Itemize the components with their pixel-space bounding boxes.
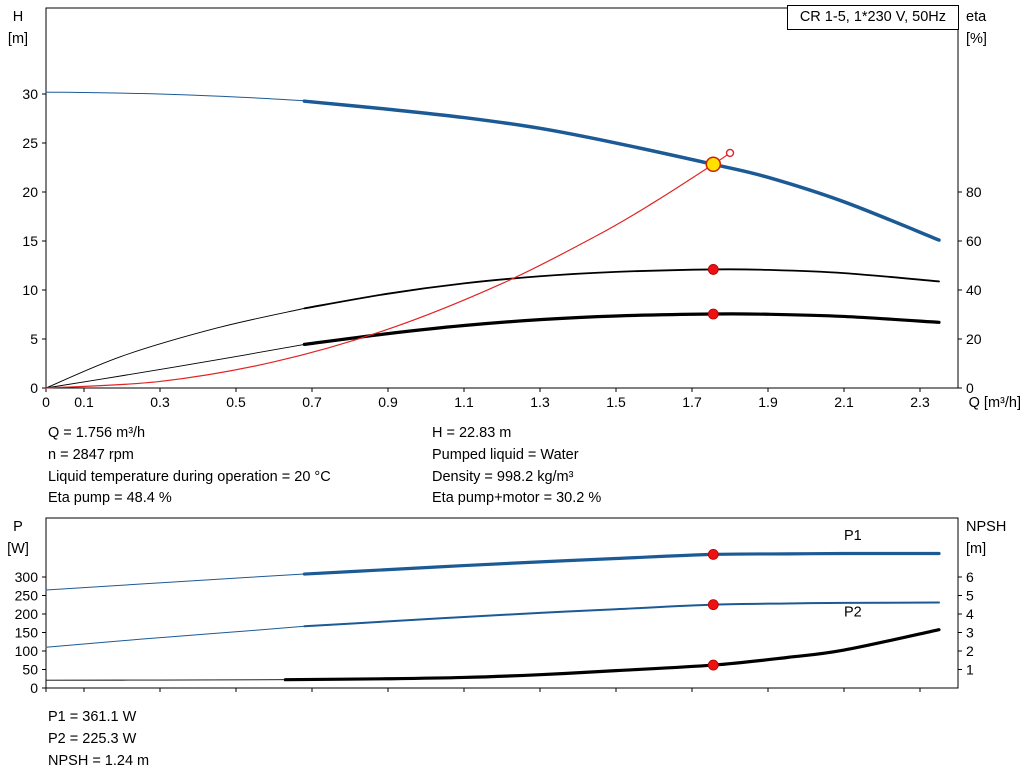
p2-curve-extension <box>45 625 305 648</box>
x-tick-label: 0.5 <box>226 394 246 410</box>
readout-line-density: Density = 998.2 kg/m³ <box>432 468 574 485</box>
y-right-tick-label: 60 <box>966 233 982 249</box>
x-tick-label: 0 <box>42 394 50 410</box>
y-left-axis-title: H <box>13 9 23 25</box>
eta-pump-motor-curve-extension <box>45 343 305 389</box>
duty-point-p2 <box>707 599 719 611</box>
y-right-tick-label: 2 <box>966 643 974 659</box>
qh-eta-chart-frame <box>45 7 959 389</box>
y-right-axis-title: eta <box>966 9 987 25</box>
y-left-tick-label: 300 <box>15 569 39 585</box>
npsh-curve-extension <box>45 679 286 681</box>
p1-curve-label: P1 <box>844 528 862 544</box>
y-left-tick-label: 200 <box>15 606 39 622</box>
readout-line-n: n = 2847 rpm <box>48 446 134 463</box>
x-tick-label: 0.1 <box>74 394 94 410</box>
power-npsh-chart-frame <box>45 517 959 689</box>
y-right-axis-title: [%] <box>966 31 987 47</box>
y-left-axis-title: P <box>13 519 23 535</box>
readout-line-temp: Liquid temperature during operation = 20… <box>48 468 331 485</box>
x-tick-label: 1.1 <box>454 394 474 410</box>
readout-line-liquid: Pumped liquid = Water <box>432 446 579 463</box>
y-right-tick-label: 20 <box>966 331 982 347</box>
duty-point-eta-pump <box>707 264 719 275</box>
eta-pump-curve <box>303 268 940 310</box>
system-curve <box>45 152 731 389</box>
readout-line-h: H = 22.83 m <box>432 425 512 441</box>
eta-pump-motor-curve <box>302 312 941 346</box>
y-left-tick-label: 5 <box>30 331 38 347</box>
y-left-tick-label: 100 <box>15 643 39 659</box>
y-left-tick-label: 250 <box>15 588 39 604</box>
duty-readout-right: H = 22.83 m Pumped liquid = Water Densit… <box>432 423 601 510</box>
y-left-tick-label: 50 <box>22 662 38 678</box>
x-tick-label: 2.1 <box>834 394 854 410</box>
duty-point-npsh <box>707 659 719 671</box>
readout-line-eta-pump: Eta pump = 48.4 % <box>48 490 172 507</box>
y-left-tick-label: 30 <box>22 86 38 102</box>
p2-curve <box>303 601 940 628</box>
y-left-tick-label: 10 <box>22 282 38 298</box>
y-right-tick-label: 3 <box>966 625 974 641</box>
duty-point-eta-pump-motor <box>707 308 719 320</box>
y-left-tick-label: 15 <box>22 233 38 249</box>
y-right-tick-label: 80 <box>966 184 982 200</box>
pump-title-box: CR 1-5, 1*230 V, 50Hz <box>786 5 959 30</box>
y-right-tick-label: 40 <box>966 282 982 298</box>
y-left-tick-label: 20 <box>22 184 38 200</box>
y-left-axis-title: [m] <box>8 31 28 47</box>
y-right-tick-label: 6 <box>966 569 974 585</box>
x-tick-label: 2.3 <box>910 394 930 410</box>
x-tick-label: 0.3 <box>150 394 170 410</box>
y-left-tick-label: 150 <box>15 625 39 641</box>
duty-point-p1 <box>707 549 719 560</box>
x-axis-title: Q [m³/h] <box>969 395 1021 411</box>
eta-pump-curve-extension <box>45 307 305 389</box>
y-left-axis-title: [W] <box>7 541 29 557</box>
y-right-axis-title: NPSH <box>966 519 1006 535</box>
y-left-tick-label: 0 <box>30 680 38 696</box>
x-tick-label: 1.9 <box>758 394 778 410</box>
y-right-tick-label: 5 <box>966 588 974 604</box>
p2-curve-label: P2 <box>844 605 862 621</box>
readout-line-eta-pump-motor: Eta pump+motor = 30.2 % <box>432 490 602 507</box>
duty-readout-left: Q = 1.756 m³/h n = 2847 rpm Liquid tempe… <box>48 423 331 510</box>
y-right-tick-label: 0 <box>966 380 974 396</box>
x-tick-label: 1.5 <box>606 394 626 410</box>
power-readout: P1 = 361.1 W P2 = 225.3 W NPSH = 1.24 m <box>48 707 149 772</box>
y-right-tick-label: 4 <box>966 606 974 622</box>
readout-line-p1: P1 = 361.1 W <box>48 709 137 725</box>
h-curve-extension <box>45 91 313 102</box>
x-tick-label: 1.7 <box>682 394 702 410</box>
system-curve-end-point <box>725 148 735 158</box>
npsh-curve <box>283 628 941 682</box>
p1-curve <box>302 551 941 576</box>
y-left-tick-label: 25 <box>22 135 38 151</box>
y-left-tick-label: 0 <box>30 380 38 396</box>
readout-line-p2: P2 = 225.3 W <box>48 730 137 747</box>
x-tick-label: 0.7 <box>302 394 322 410</box>
readout-line-npsh: NPSH = 1.24 m <box>48 752 150 769</box>
x-tick-label: 1.3 <box>530 394 550 410</box>
readout-line-q: Q = 1.756 m³/h <box>48 425 146 441</box>
duty-point-h[interactable] <box>705 156 722 173</box>
y-right-axis-title: [m] <box>966 541 986 557</box>
h-curve <box>302 99 941 242</box>
y-right-tick-label: 1 <box>966 662 974 678</box>
p1-curve-extension <box>45 573 305 591</box>
x-tick-label: 0.9 <box>378 394 398 410</box>
